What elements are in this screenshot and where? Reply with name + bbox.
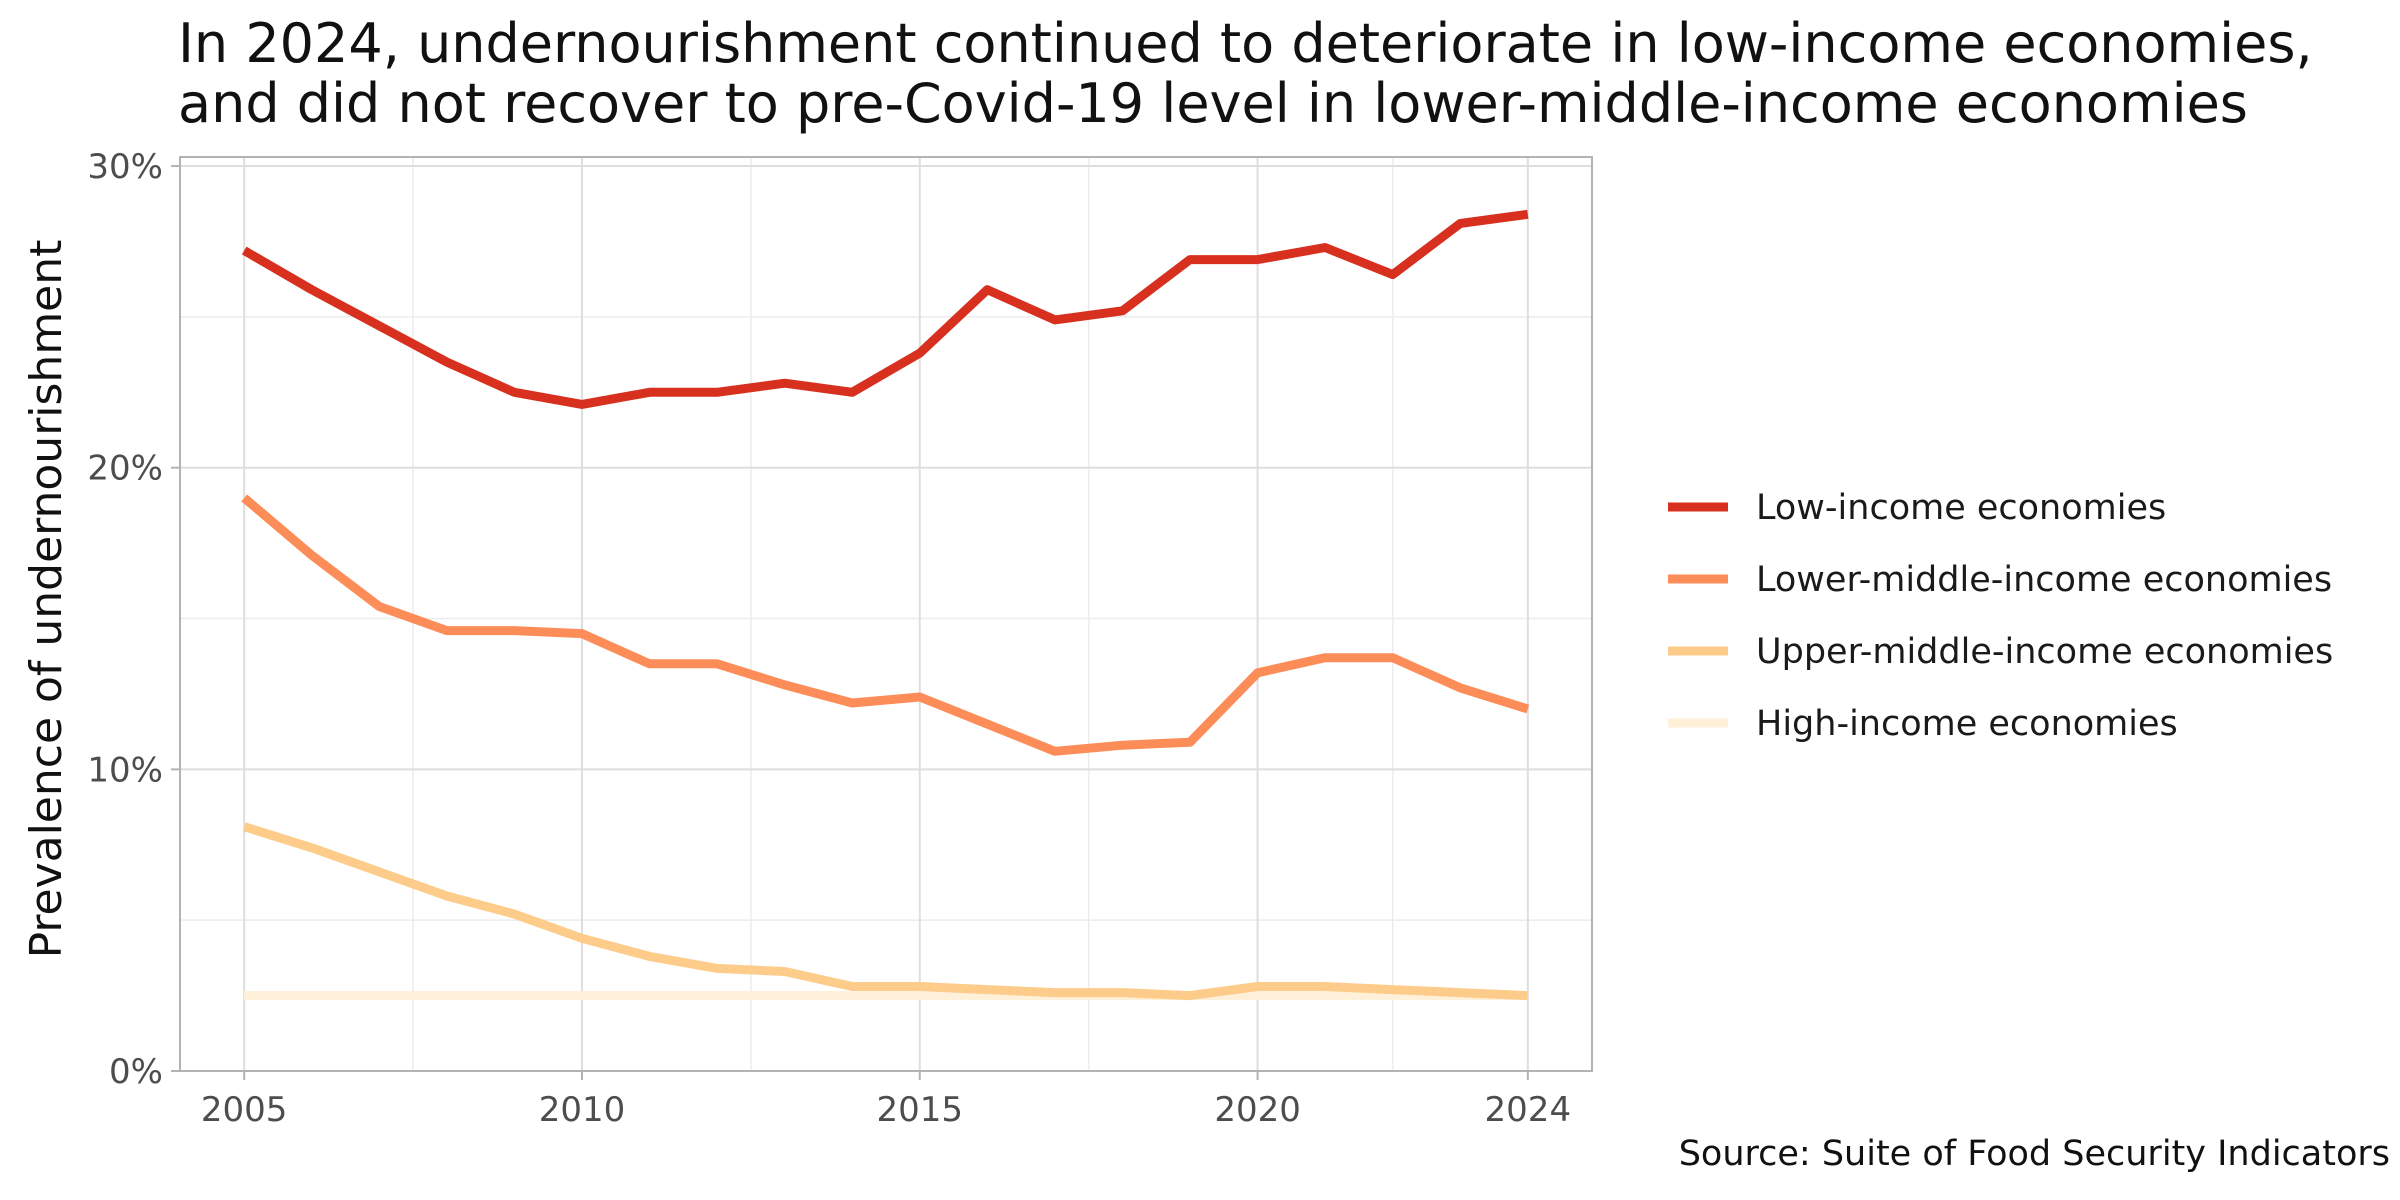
legend-label: Lower-middle-income economies [1756, 560, 2332, 600]
source-note: Source: Suite of Food Security Indicator… [1678, 1134, 2390, 1174]
series-line-lower-middle-income-economies [241, 494, 1530, 756]
legend-label: Low-income economies [1756, 488, 2166, 528]
x-tick-label: 2015 [877, 1090, 964, 1130]
x-tick-label: 2020 [1214, 1090, 1301, 1130]
legend-label: Upper-middle-income economies [1756, 632, 2333, 672]
y-tick-label: 30% [87, 147, 163, 187]
series-line-upper-middle-income-economies [242, 822, 1528, 1001]
series-line-low-income-economies [241, 209, 1529, 409]
legend-label: High-income economies [1756, 704, 2178, 744]
y-tick-label: 10% [87, 750, 163, 790]
chart-title: In 2024, undernourishment continued to d… [178, 14, 2313, 134]
plot-panel-border [179, 156, 1593, 1072]
x-tick-label: 2024 [1485, 1090, 1572, 1130]
y-tick-label: 0% [109, 1052, 163, 1092]
y-axis-title: Prevalence of undernourishment [21, 240, 72, 959]
x-tick-label: 2005 [201, 1090, 288, 1130]
legend: Low-income economies Lower-middle-income … [1668, 488, 2333, 744]
chart-title-line-2: and did not recover to pre-Covid-19 leve… [178, 72, 2248, 135]
chart-title-line-1: In 2024, undernourishment continued to d… [178, 12, 2313, 75]
series-lines [241, 209, 1530, 1001]
x-tick-label: 2010 [539, 1090, 626, 1130]
axes: 2005 2010 2015 2020 2024 0% 10% 20% 30% [87, 147, 1571, 1130]
y-tick-label: 20% [87, 449, 163, 489]
